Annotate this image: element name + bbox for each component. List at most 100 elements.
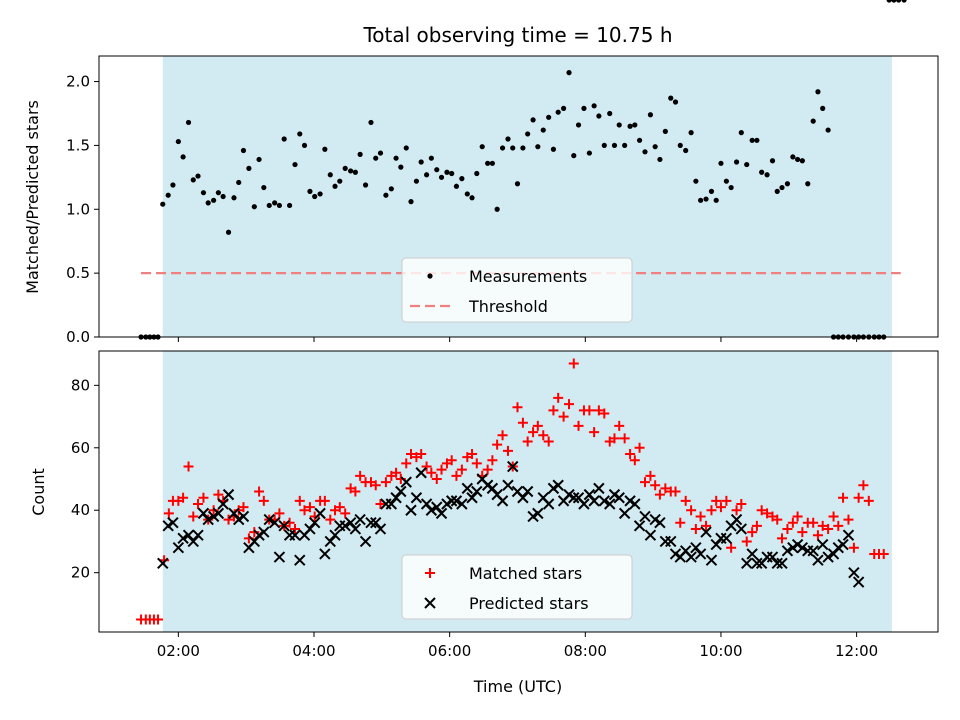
matched-point: [619, 433, 630, 444]
measurement-point: [683, 147, 689, 154]
predicted-point: [685, 551, 697, 563]
measurement-point: [550, 146, 557, 152]
measurement-point: [744, 161, 750, 168]
matched-point: [375, 498, 386, 509]
measurement-point: [469, 195, 475, 201]
matched-point: [467, 449, 478, 460]
matched-point: [325, 514, 336, 525]
measurement-point: [449, 170, 455, 177]
predicted-point: [583, 488, 596, 501]
measurement-point: [246, 165, 252, 171]
matched-point: [431, 474, 442, 485]
matched-point: [736, 498, 747, 509]
measurement-point: [525, 131, 531, 137]
predicted-point: [781, 545, 794, 557]
measurement-point: [535, 144, 541, 150]
predicted-point: [237, 510, 250, 523]
predicted-point: [471, 485, 483, 498]
matched-point: [645, 470, 656, 481]
matched-point: [878, 548, 889, 559]
measurement-point: [408, 199, 414, 205]
predicted-point: [344, 517, 357, 529]
measurement-point: [820, 105, 826, 111]
x-tick-label: 08:00: [564, 642, 607, 660]
measurement-point: [499, 145, 506, 151]
matched-point: [334, 502, 345, 513]
measurement-point: [607, 110, 613, 117]
predicted-point: [796, 541, 809, 554]
measurement-point: [434, 167, 440, 173]
predicted-point: [690, 541, 702, 554]
matched-point: [695, 511, 706, 522]
matched-point: [701, 520, 712, 531]
measurement-point: [738, 130, 744, 136]
x-tick-label: 12:00: [835, 642, 878, 660]
measurement-point: [413, 178, 420, 184]
measurement-point: [546, 114, 552, 120]
measurement-point: [657, 156, 663, 163]
matched-point: [599, 408, 610, 419]
legend-label: Threshold: [468, 297, 548, 316]
matched-point: [538, 430, 549, 441]
measurement-point: [438, 174, 445, 180]
predicted-point: [289, 529, 301, 541]
matched-point: [858, 480, 869, 491]
predicted-point: [502, 479, 514, 491]
predicted-point: [604, 498, 616, 510]
matched-point: [451, 470, 462, 481]
matched-point: [543, 436, 554, 447]
matched-point: [249, 527, 260, 538]
measurement-point: [520, 145, 526, 151]
measurement-point: [261, 184, 267, 191]
measurement-point: [713, 197, 719, 203]
measurement-point: [749, 137, 755, 143]
measurement-point: [348, 168, 354, 174]
predicted-point: [197, 507, 210, 520]
measurement-point: [825, 127, 831, 133]
matched-point: [370, 480, 381, 491]
top-y-axis-label: Matched/Predicted stars: [23, 100, 42, 294]
measurement-point: [561, 105, 567, 111]
measurement-point: [317, 191, 323, 197]
matched-point: [294, 495, 305, 506]
matched-point: [634, 442, 645, 453]
measurement-point: [647, 112, 654, 118]
predicted-point: [639, 510, 651, 523]
bottom-series-predicted-stars: [158, 462, 865, 588]
predicted-point: [710, 538, 722, 551]
predicted-point: [212, 507, 225, 520]
predicted-point: [410, 492, 423, 504]
measurement-point: [160, 201, 166, 207]
predicted-point: [720, 532, 733, 545]
measurement-point: [286, 202, 293, 209]
measurement-point: [195, 173, 201, 179]
matched-point: [584, 405, 595, 416]
matched-point: [625, 449, 636, 460]
measurement-point: [759, 169, 765, 175]
predicted-point: [741, 557, 753, 570]
measurement-point: [327, 172, 333, 178]
matched-point: [497, 430, 508, 441]
measurement-point: [754, 137, 760, 143]
measurement-point: [652, 144, 658, 150]
matched-point: [568, 358, 579, 369]
matched-point: [680, 495, 691, 506]
measurement-point: [256, 156, 262, 163]
matched-point: [188, 511, 199, 522]
predicted-point: [837, 538, 849, 551]
measurement-point: [332, 183, 338, 189]
predicted-point: [705, 554, 718, 566]
matched-point: [223, 514, 234, 525]
matched-point: [528, 427, 539, 438]
measurement-point: [236, 179, 242, 186]
bottom-legend-box: [401, 554, 633, 620]
matched-point: [178, 492, 189, 503]
matched-point: [238, 502, 249, 513]
measurement-point: [886, 0, 892, 3]
predicted-point: [420, 498, 433, 510]
matched-point: [258, 495, 269, 506]
predicted-point: [822, 551, 834, 563]
measurement-point: [453, 183, 460, 189]
measurement-point: [322, 146, 328, 152]
matched-point: [350, 486, 361, 497]
